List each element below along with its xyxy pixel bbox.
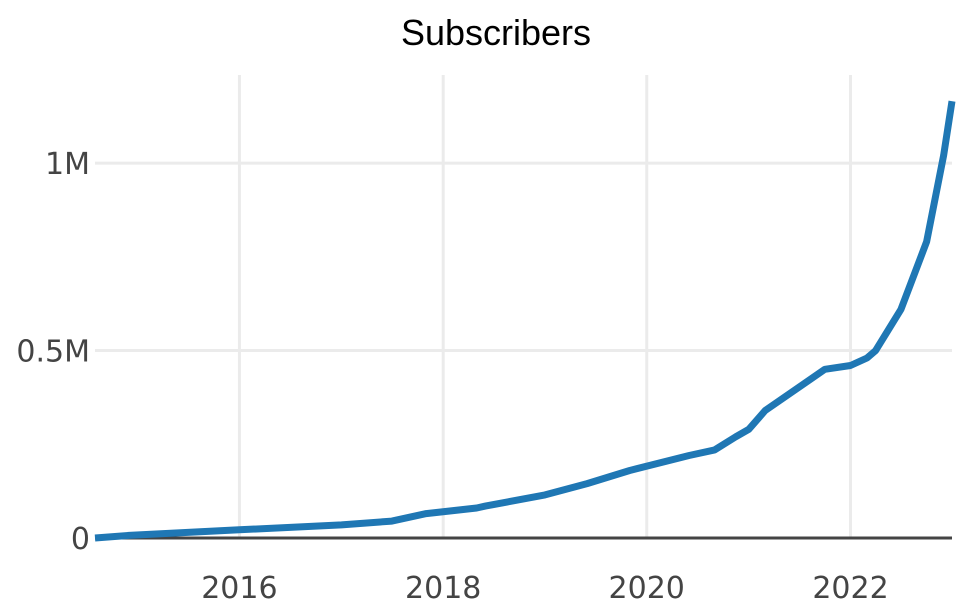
x-tick-label: 2018 xyxy=(405,571,481,606)
y-tick-label: 0 xyxy=(71,522,90,557)
x-gridlines xyxy=(237,75,853,538)
y-tick-labels: 0 0.5M 1M xyxy=(16,147,90,557)
y-gridlines xyxy=(95,161,952,353)
x-tick-label: 2016 xyxy=(201,571,277,606)
x-tick-label: 2020 xyxy=(609,571,685,606)
y-tick-label: 1M xyxy=(45,147,90,182)
x-tick-label: 2022 xyxy=(812,571,888,606)
series-line xyxy=(94,100,956,542)
x-tick-labels: 2016 2018 2020 2022 xyxy=(201,571,888,606)
series-layer xyxy=(94,100,956,542)
y-tick-label: 0.5M xyxy=(16,335,90,370)
chart-title: Subscribers xyxy=(401,12,591,53)
